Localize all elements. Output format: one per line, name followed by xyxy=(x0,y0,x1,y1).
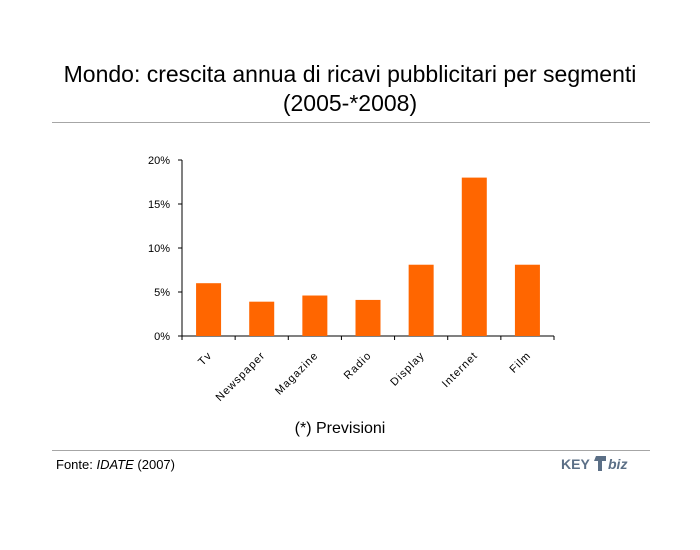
bar-newspaper xyxy=(249,301,275,336)
source-prefix: Fonte: xyxy=(56,457,97,472)
x-tick-label-radio: Radio xyxy=(342,350,374,382)
source-year: (2007) xyxy=(133,457,175,472)
x-tick-label-display: Display xyxy=(388,350,427,389)
source-name: IDATE xyxy=(96,457,134,472)
bar-tv xyxy=(196,283,222,336)
source-citation: Fonte: IDATE (2007) xyxy=(56,457,175,472)
bar-internet xyxy=(461,177,487,336)
top-divider xyxy=(52,122,650,123)
bar-magazine xyxy=(302,295,328,336)
y-tick-label: 0% xyxy=(154,331,170,343)
chart-title-line-1: Mondo: crescita annua di ricavi pubblici… xyxy=(63,61,637,87)
y-tick-label: 15% xyxy=(148,199,170,211)
bottom-divider xyxy=(52,450,650,451)
x-tick-label-tv: Tv xyxy=(196,350,215,369)
x-tick-label-internet: Internet xyxy=(440,350,481,391)
chart-title-line-2: (2005-*2008) xyxy=(282,90,418,116)
y-tick-label: 20% xyxy=(148,155,170,167)
bar-film xyxy=(514,264,540,336)
logo-text-left: KEY xyxy=(561,456,590,472)
forecast-note: (*) Previsioni xyxy=(294,420,386,437)
y-tick-label: 5% xyxy=(154,287,170,299)
key4biz-logo: KEY biz xyxy=(561,456,627,472)
chart-title: Mondo: crescita annua di ricavi pubblici… xyxy=(20,60,680,118)
bar-display xyxy=(408,264,434,336)
x-tick-label-film: Film xyxy=(508,350,534,376)
logo-4-mark xyxy=(594,456,606,471)
y-tick-label: 10% xyxy=(148,243,170,255)
x-tick-label-newspaper: Newspaper xyxy=(214,350,268,404)
x-tick-label-magazine: Magazine xyxy=(273,350,321,398)
bar-radio xyxy=(355,299,381,336)
logo-text-right: biz xyxy=(608,456,627,472)
